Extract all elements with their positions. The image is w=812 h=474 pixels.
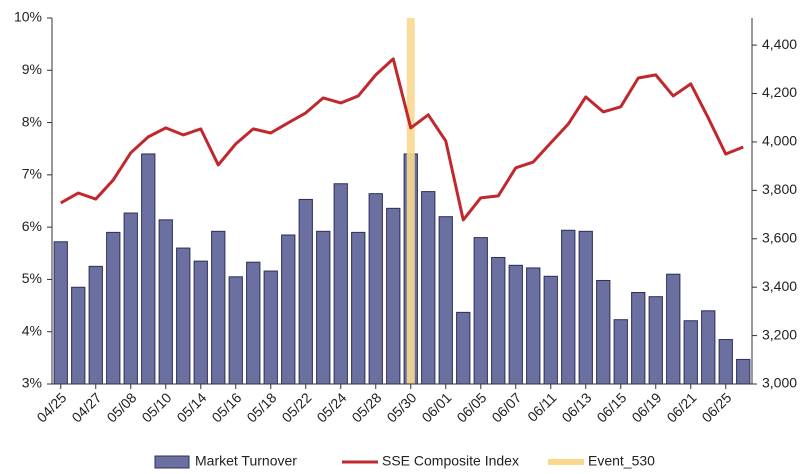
- bar: [421, 191, 436, 385]
- bar: [526, 267, 541, 385]
- bar: [176, 247, 191, 385]
- bar: [718, 339, 733, 385]
- legend-label: Event_530: [588, 453, 655, 469]
- y2-tick-label: 3,400: [762, 278, 797, 294]
- y-tick-label: 5%: [22, 270, 42, 286]
- x-tick-label: 06/11: [524, 389, 560, 425]
- x-tick-label: 06/13: [558, 389, 594, 425]
- x-tick-label: 05/30: [383, 389, 419, 425]
- x-tick-label: 05/22: [278, 389, 314, 425]
- bar: [351, 231, 366, 385]
- bar: [228, 276, 243, 385]
- bar: [88, 265, 103, 385]
- bar: [491, 256, 506, 385]
- bar: [648, 296, 663, 385]
- bar: [193, 260, 208, 385]
- bar: [386, 207, 401, 385]
- bar: [158, 219, 173, 385]
- x-tick-label: 05/08: [103, 389, 139, 425]
- bar: [106, 231, 121, 385]
- y2-tick-label: 3,200: [762, 326, 797, 342]
- line: [60, 57, 744, 222]
- legend-label: SSE Composite Index: [382, 453, 519, 469]
- y-tick-label: 3%: [22, 375, 42, 391]
- bar: [578, 230, 593, 385]
- x-tick-label: 05/10: [138, 389, 174, 425]
- bar: [263, 270, 278, 385]
- x-tick-label: 04/25: [33, 389, 69, 425]
- x-tick-label: 06/05: [453, 389, 489, 425]
- bar: [736, 358, 751, 385]
- bar: [543, 275, 558, 385]
- y2-tick-label: 4,200: [762, 84, 797, 100]
- bar: [508, 264, 523, 385]
- x-tick-label: 05/28: [348, 389, 384, 425]
- bar: [368, 193, 383, 385]
- y2-tick-label: 3,000: [762, 375, 797, 391]
- y-tick-label: 8%: [22, 113, 42, 129]
- bar: [561, 229, 576, 385]
- bar: [71, 286, 86, 385]
- legend-swatch: [154, 455, 190, 469]
- bar: [123, 212, 138, 385]
- x-tick-label: 05/16: [208, 389, 244, 425]
- x-tick-label: 05/24: [313, 389, 349, 425]
- y-tick-label: 9%: [22, 61, 42, 77]
- y-tick-label: 7%: [22, 166, 42, 182]
- y2-tick-label: 3,600: [762, 229, 797, 245]
- legend-label: Market Turnover: [195, 453, 297, 469]
- bar: [473, 237, 488, 385]
- bar: [211, 230, 226, 385]
- x-tick-label: 06/19: [628, 389, 664, 425]
- bar: [613, 319, 628, 385]
- bar: [631, 292, 646, 385]
- y-tick-label: 6%: [22, 218, 42, 234]
- bar: [596, 279, 611, 385]
- bar: [141, 153, 156, 385]
- bar: [333, 183, 348, 385]
- bar: [456, 311, 471, 385]
- y2-tick-label: 4,400: [762, 36, 797, 52]
- bar: [701, 310, 716, 385]
- y-tick-label: 4%: [22, 322, 42, 338]
- x-tick-label: 06/25: [698, 389, 734, 425]
- x-tick-label: 05/14: [173, 389, 209, 425]
- event-band: [406, 18, 415, 384]
- bar: [316, 230, 331, 385]
- bar: [298, 198, 313, 385]
- y-tick-label: 10%: [14, 9, 42, 25]
- bar: [666, 273, 681, 385]
- bar: [281, 234, 296, 385]
- bar: [53, 241, 68, 385]
- x-tick-label: 06/07: [488, 389, 524, 425]
- bar: [683, 320, 698, 385]
- x-tick-label: 04/27: [68, 389, 104, 425]
- x-tick-label: 05/18: [243, 389, 279, 425]
- y2-tick-label: 4,000: [762, 133, 797, 149]
- x-tick-label: 06/01: [418, 389, 454, 425]
- y2-tick-label: 3,800: [762, 181, 797, 197]
- bar: [246, 261, 261, 385]
- x-tick-label: 06/21: [663, 389, 699, 425]
- bar: [438, 216, 453, 385]
- x-tick-label: 06/15: [593, 389, 629, 425]
